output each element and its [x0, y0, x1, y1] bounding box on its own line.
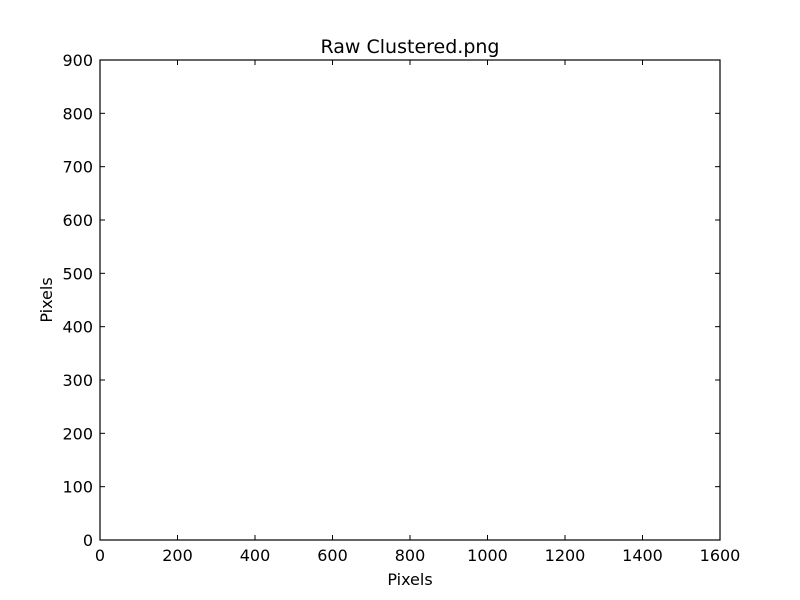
- x-tick-label: 800: [395, 546, 426, 565]
- y-tick-label: 500: [62, 264, 93, 283]
- chart-title: Raw Clustered.png: [321, 36, 500, 58]
- x-axis-ticks: 0 200 400 600 800 1000 1200 1400 1600: [95, 60, 740, 565]
- y-tick-label: 200: [62, 424, 93, 443]
- y-tick-label: 400: [62, 318, 93, 337]
- y-axis-ticks: 0 100 200 300 400 500 600 700 800 900: [62, 51, 720, 550]
- y-axis-label: Pixels: [37, 277, 56, 322]
- x-tick-label: 1400: [622, 546, 663, 565]
- y-tick-label: 0: [83, 531, 93, 550]
- plot-area-frame: [99, 59, 721, 541]
- x-tick-label: 600: [317, 546, 348, 565]
- x-tick-label: 400: [240, 546, 271, 565]
- x-tick-label: 200: [162, 546, 193, 565]
- y-tick-label: 600: [62, 211, 93, 230]
- y-tick-label: 800: [62, 104, 93, 123]
- x-tick-label: 1200: [545, 546, 586, 565]
- y-tick-label: 300: [62, 371, 93, 390]
- x-axis-label: Pixels: [387, 570, 432, 589]
- x-tick-label: 1600: [700, 546, 741, 565]
- y-tick-label: 700: [62, 158, 93, 177]
- x-tick-label: 1000: [467, 546, 508, 565]
- x-tick-label: 0: [95, 546, 105, 565]
- y-tick-label: 900: [62, 51, 93, 70]
- y-tick-label: 100: [62, 478, 93, 497]
